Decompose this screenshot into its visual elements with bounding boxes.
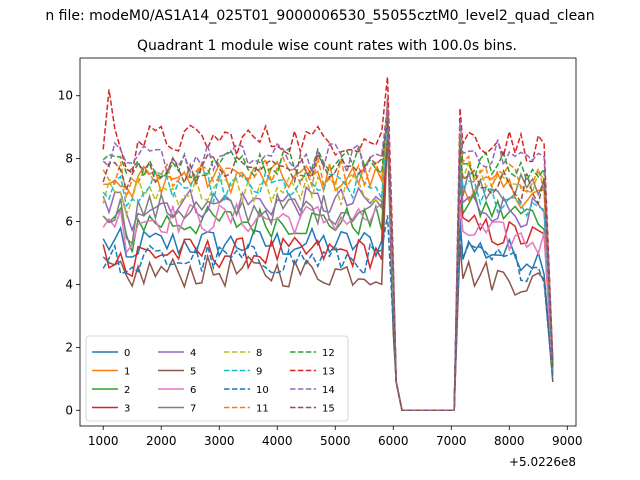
y-tick-label: 4 bbox=[65, 277, 73, 291]
legend-label-7: 7 bbox=[190, 404, 196, 415]
x-tick-label: 2000 bbox=[146, 434, 177, 448]
series-line-2 bbox=[102, 108, 554, 412]
legend-label-1: 1 bbox=[124, 367, 130, 378]
legend-label-12: 12 bbox=[322, 348, 335, 359]
legend-label-11: 11 bbox=[256, 404, 269, 415]
legend-label-15: 15 bbox=[322, 404, 335, 415]
y-tick-label: 6 bbox=[65, 215, 73, 229]
legend-label-6: 6 bbox=[190, 385, 196, 396]
plot-frame bbox=[79, 57, 577, 427]
y-tick-label: 10 bbox=[58, 89, 73, 103]
chart-title: Quadrant 1 module wise count rates with … bbox=[137, 38, 517, 54]
legend-label-9: 9 bbox=[256, 367, 262, 378]
x-tick-label: 3000 bbox=[204, 434, 235, 448]
legend-label-2: 2 bbox=[124, 385, 130, 396]
x-tick-label: 9000 bbox=[552, 434, 583, 448]
series-line-6 bbox=[102, 117, 554, 412]
series-line-10 bbox=[102, 215, 554, 412]
x-offset-label: +5.0226e8 bbox=[509, 455, 576, 469]
legend-label-10: 10 bbox=[256, 385, 269, 396]
x-tick-label: 5000 bbox=[320, 434, 351, 448]
x-tick-label: 8000 bbox=[494, 434, 525, 448]
plot-lines bbox=[102, 76, 554, 412]
x-tick-label: 7000 bbox=[436, 434, 467, 448]
series-line-13 bbox=[102, 76, 554, 412]
series-line-12 bbox=[102, 111, 554, 412]
y-tick-label: 0 bbox=[65, 403, 73, 417]
legend-label-8: 8 bbox=[256, 348, 262, 359]
x-tick-label: 1000 bbox=[88, 434, 119, 448]
y-axis: 0 2 4 6 8 10 bbox=[58, 89, 80, 417]
series-line-5 bbox=[102, 133, 554, 412]
legend-label-13: 13 bbox=[322, 367, 335, 378]
series-line-8 bbox=[102, 105, 554, 412]
y-tick-label: 8 bbox=[65, 152, 73, 166]
legend-label-3: 3 bbox=[124, 404, 130, 415]
legend-label-5: 5 bbox=[190, 367, 196, 378]
x-tick-label: 4000 bbox=[262, 434, 293, 448]
series-line-7 bbox=[102, 98, 554, 412]
x-axis: 1000 2000 3000 4000 5000 6000 7000 8000 9000 bbox=[88, 426, 583, 448]
legend-box bbox=[85, 335, 349, 422]
legend-label-14: 14 bbox=[322, 385, 335, 396]
figure-suptitle: n file: modeM0/AS1A14_025T01_9000006530_… bbox=[45, 8, 594, 24]
series-line-15 bbox=[102, 120, 554, 412]
y-tick-label: 2 bbox=[65, 340, 73, 354]
x-tick-label: 6000 bbox=[378, 434, 409, 448]
legend-label-0: 0 bbox=[124, 348, 130, 359]
legend-label-4: 4 bbox=[190, 348, 196, 359]
